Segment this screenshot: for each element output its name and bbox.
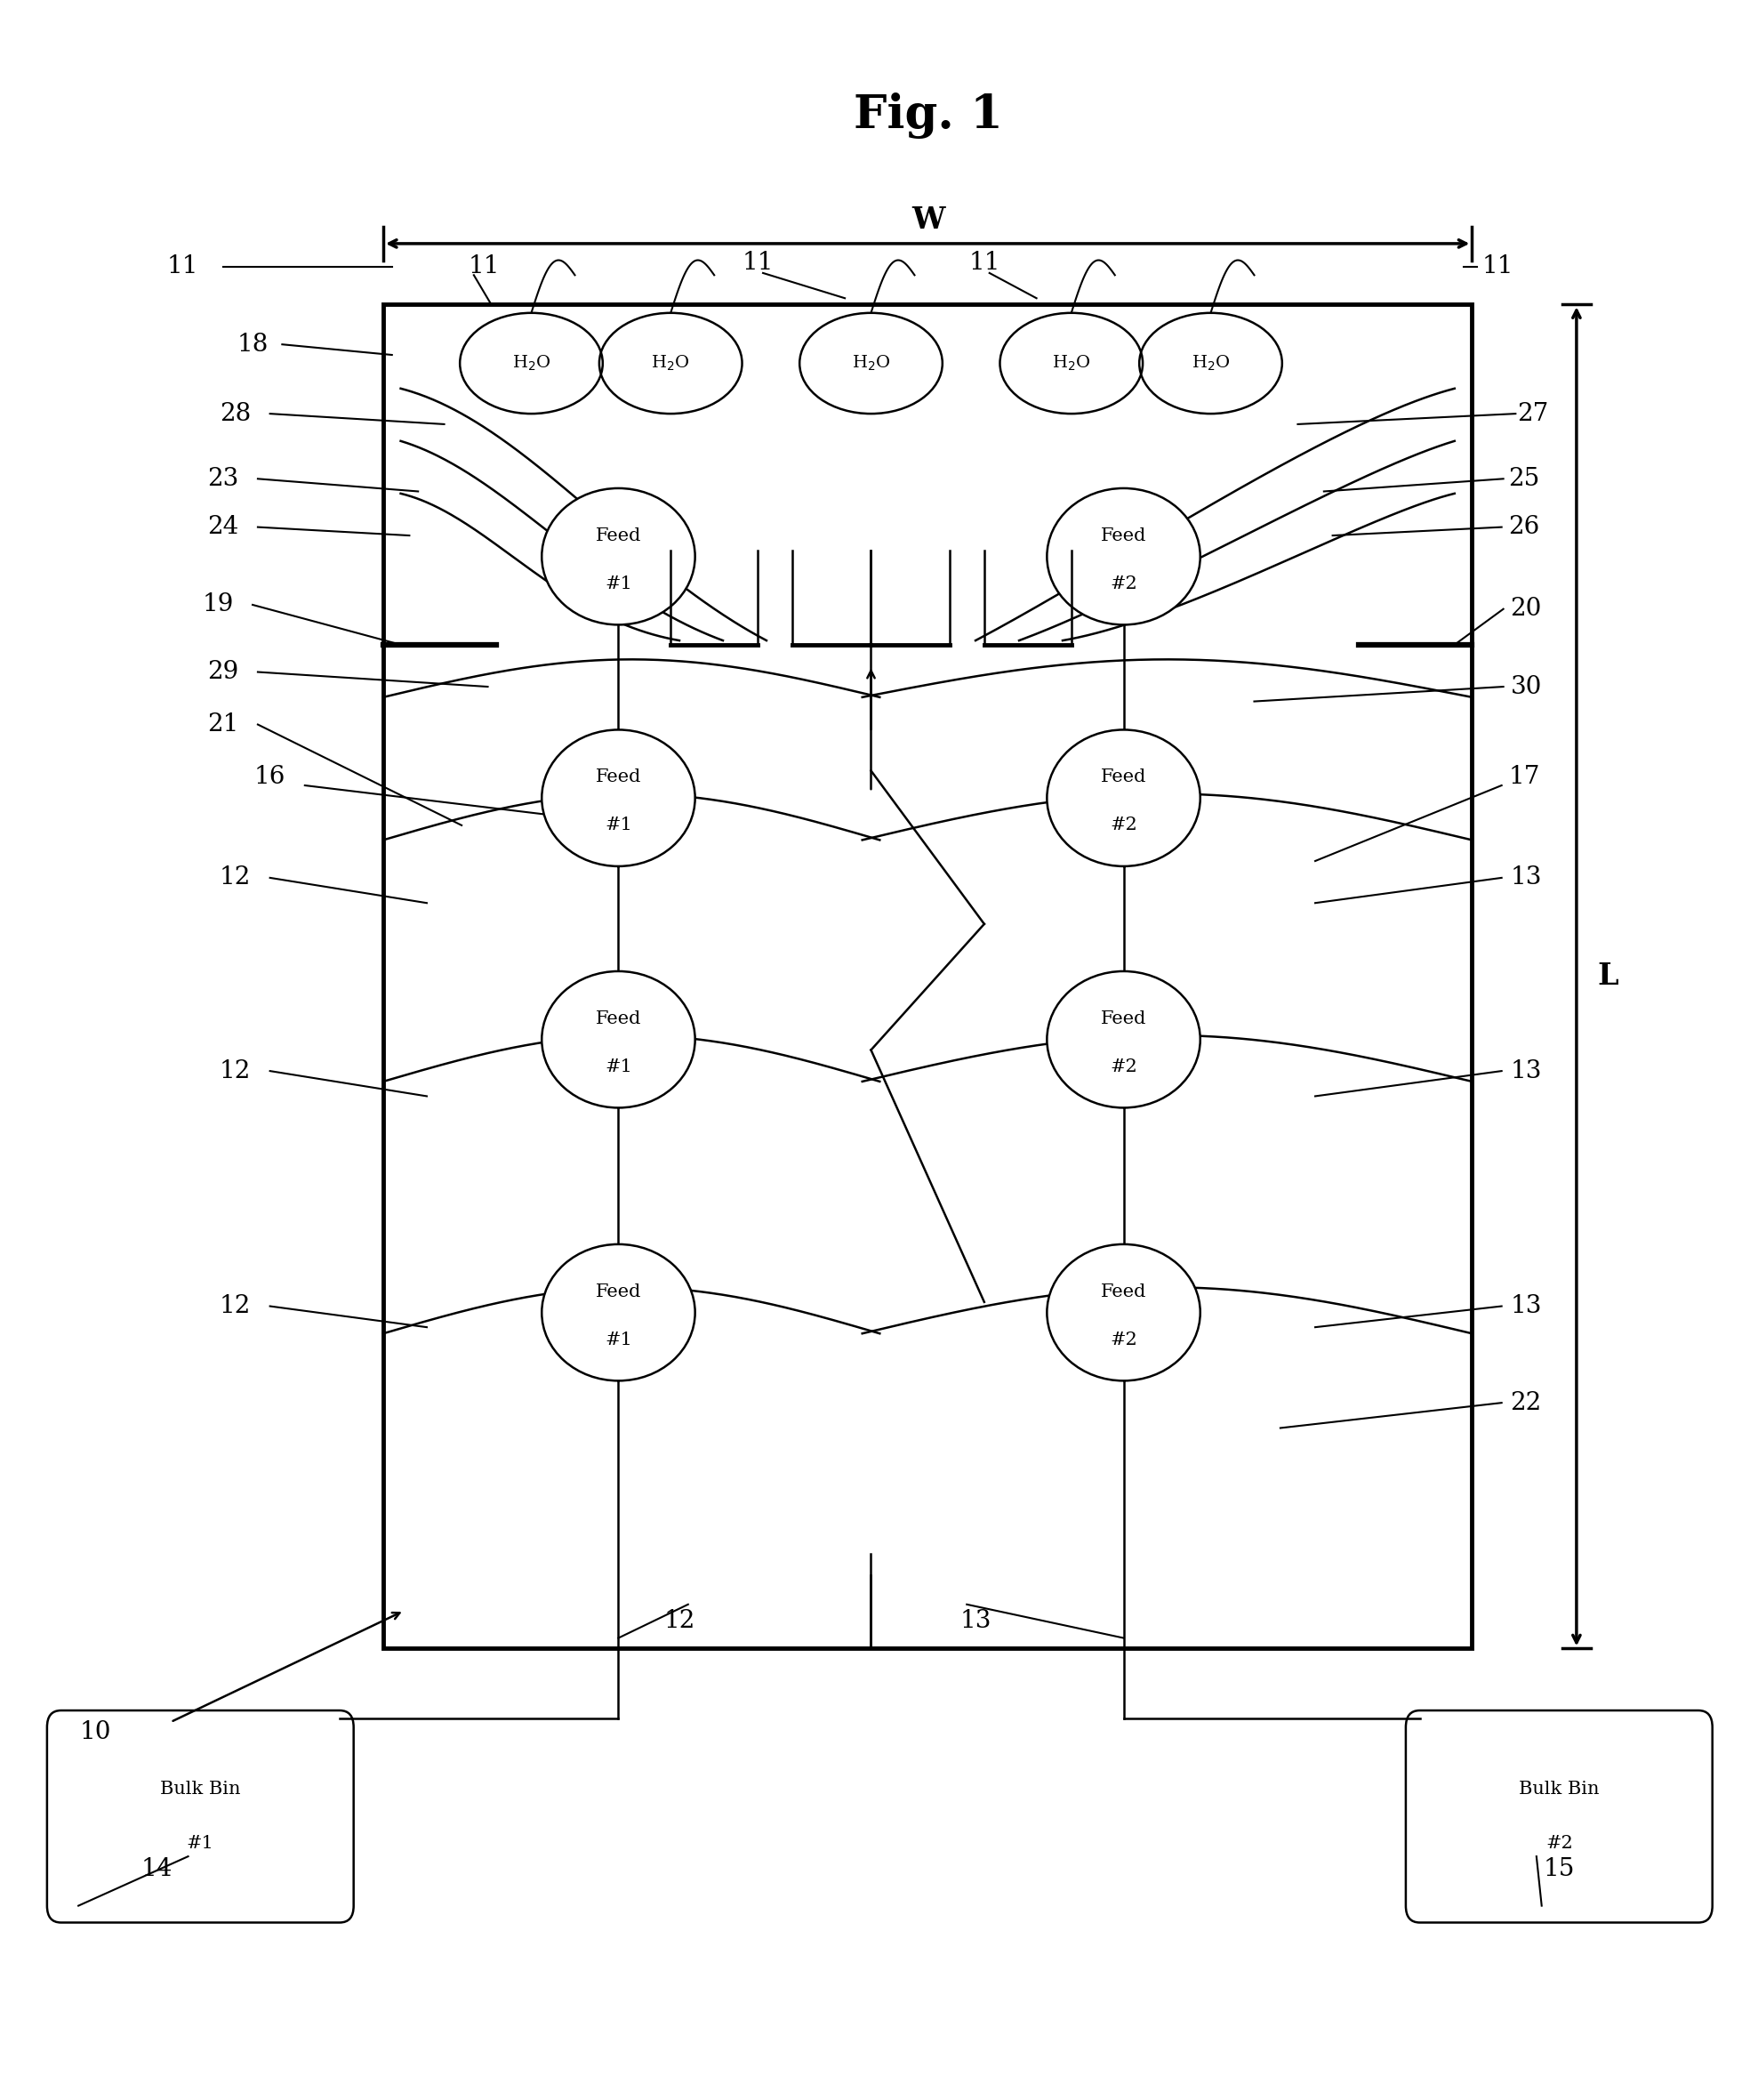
Text: 29: 29: [207, 659, 239, 685]
Ellipse shape: [542, 970, 695, 1109]
Text: 30: 30: [1510, 674, 1542, 699]
Text: 13: 13: [1510, 1294, 1542, 1319]
Text: 18: 18: [237, 332, 268, 357]
Text: #1: #1: [604, 1058, 632, 1075]
Ellipse shape: [1047, 731, 1200, 867]
Text: 14: 14: [141, 1856, 172, 1882]
Text: Feed: Feed: [596, 1010, 641, 1027]
Text: 11: 11: [1482, 254, 1514, 279]
Text: Feed: Feed: [596, 1283, 641, 1300]
Ellipse shape: [1047, 1243, 1200, 1382]
Text: H$_2$O: H$_2$O: [852, 353, 890, 374]
Text: 12: 12: [219, 1294, 251, 1319]
Text: #2: #2: [1545, 1835, 1573, 1852]
Text: 11: 11: [469, 254, 500, 279]
Text: Feed: Feed: [1101, 1283, 1146, 1300]
Ellipse shape: [542, 731, 695, 867]
Text: Feed: Feed: [596, 769, 641, 785]
Text: #1: #1: [604, 817, 632, 834]
Text: #1: #1: [604, 575, 632, 592]
Text: 12: 12: [219, 865, 251, 890]
Text: Fig. 1: Fig. 1: [854, 92, 1003, 139]
Text: Bulk Bin: Bulk Bin: [1519, 1781, 1599, 1798]
Text: #2: #2: [1110, 1331, 1138, 1348]
Text: #2: #2: [1110, 575, 1138, 592]
Text: H$_2$O: H$_2$O: [1052, 353, 1090, 374]
Text: 11: 11: [742, 250, 773, 275]
Text: #2: #2: [1110, 817, 1138, 834]
Text: #1: #1: [604, 1331, 632, 1348]
Text: 17: 17: [1509, 764, 1540, 790]
Text: 11: 11: [969, 250, 1000, 275]
Ellipse shape: [542, 1243, 695, 1382]
Text: Bulk Bin: Bulk Bin: [160, 1781, 240, 1798]
Text: 12: 12: [219, 1058, 251, 1084]
Text: Feed: Feed: [1101, 1010, 1146, 1027]
Text: H$_2$O: H$_2$O: [512, 353, 550, 374]
Text: 16: 16: [254, 764, 286, 790]
Text: 13: 13: [1510, 865, 1542, 890]
Text: #2: #2: [1110, 1058, 1138, 1075]
Text: 25: 25: [1509, 466, 1540, 491]
Text: 20: 20: [1510, 596, 1542, 622]
Text: H$_2$O: H$_2$O: [1192, 353, 1230, 374]
Bar: [383, 304, 1472, 1648]
Text: 13: 13: [1510, 1058, 1542, 1084]
Text: W: W: [911, 206, 946, 235]
Text: 21: 21: [207, 712, 239, 737]
Text: 28: 28: [219, 401, 251, 426]
Text: 22: 22: [1510, 1390, 1542, 1415]
Text: 26: 26: [1509, 514, 1540, 540]
Text: 12: 12: [664, 1609, 695, 1634]
Text: H$_2$O: H$_2$O: [652, 353, 690, 374]
Text: 23: 23: [207, 466, 239, 491]
Text: Feed: Feed: [1101, 527, 1146, 544]
Text: Feed: Feed: [1101, 769, 1146, 785]
Text: 24: 24: [207, 514, 239, 540]
Text: 10: 10: [80, 1720, 111, 1745]
Ellipse shape: [542, 489, 695, 626]
Ellipse shape: [1047, 489, 1200, 626]
Text: Feed: Feed: [596, 527, 641, 544]
Text: 11: 11: [167, 254, 199, 279]
Text: 13: 13: [960, 1609, 991, 1634]
Ellipse shape: [1047, 970, 1200, 1109]
Text: L: L: [1597, 962, 1618, 991]
Text: 27: 27: [1517, 401, 1549, 426]
Text: #1: #1: [186, 1835, 214, 1852]
Text: 19: 19: [202, 592, 233, 617]
Text: 15: 15: [1543, 1856, 1575, 1882]
